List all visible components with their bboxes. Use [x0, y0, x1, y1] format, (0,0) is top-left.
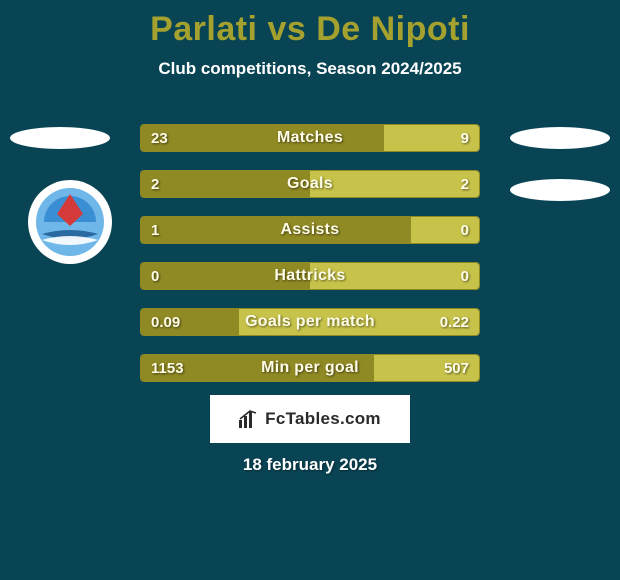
bar-right-fill: [411, 217, 479, 243]
stat-row: 22Goals: [140, 170, 480, 198]
bar-right-fill: [310, 263, 479, 289]
footer-date: 18 february 2025: [0, 455, 620, 475]
bar-left-fill: [141, 263, 310, 289]
stat-row: 0.090.22Goals per match: [140, 308, 480, 336]
page-title: Parlati vs De Nipoti: [0, 0, 620, 49]
page-subtitle: Club competitions, Season 2024/2025: [0, 59, 620, 79]
bar-right-fill: [310, 171, 479, 197]
stat-row: 239Matches: [140, 124, 480, 152]
comparison-card: Parlati vs De Nipoti Club competitions, …: [0, 0, 620, 580]
bar-left-fill: [141, 217, 411, 243]
bar-right-fill: [384, 125, 479, 151]
stat-row: 10Assists: [140, 216, 480, 244]
player-right-secondary-avatar: [510, 179, 610, 201]
stat-row: 00Hattricks: [140, 262, 480, 290]
brand-icon: [239, 410, 259, 428]
bar-right-fill: [374, 355, 479, 381]
brand-label: FcTables.com: [265, 409, 381, 429]
player-left-avatar: [10, 127, 110, 149]
player-right-avatar: [510, 127, 610, 149]
bar-right-fill: [239, 309, 479, 335]
bar-left-fill: [141, 309, 239, 335]
stats-bars: 239Matches 22Goals 10Assists 00Hattricks 0.0…: [140, 124, 480, 400]
bar-left-fill: [141, 355, 374, 381]
club-badge-left: [28, 180, 112, 264]
bar-left-fill: [141, 171, 310, 197]
bar-left-fill: [141, 125, 384, 151]
stat-row: 1153507Min per goal: [140, 354, 480, 382]
brand-badge[interactable]: FcTables.com: [210, 395, 410, 443]
